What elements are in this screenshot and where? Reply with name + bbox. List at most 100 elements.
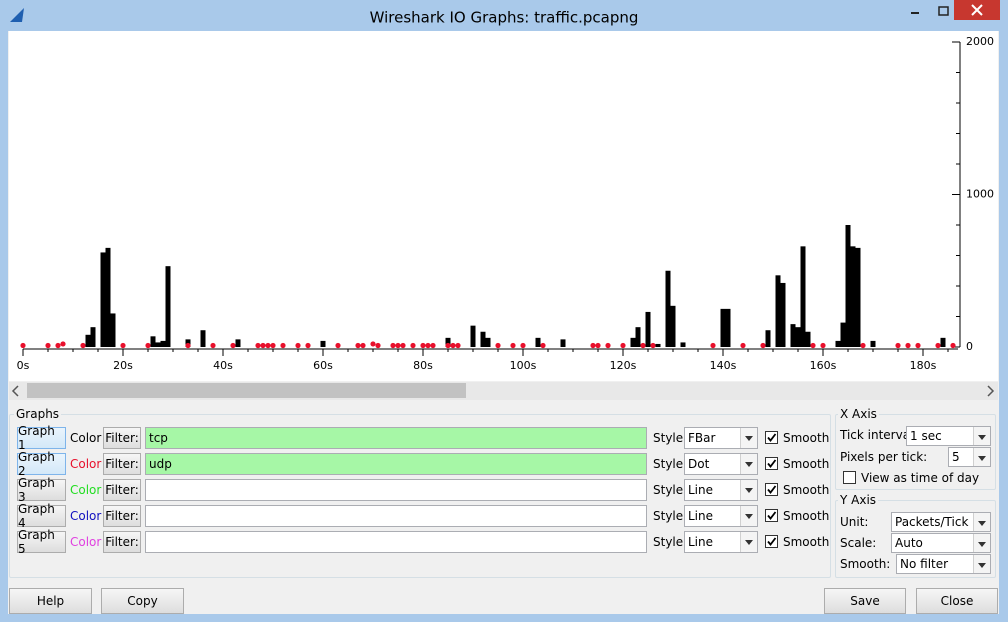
bar — [655, 343, 661, 347]
dot — [450, 342, 456, 349]
bar — [470, 325, 476, 347]
bar — [235, 339, 241, 347]
bar — [940, 337, 946, 347]
dot — [360, 342, 366, 349]
dot — [295, 342, 301, 349]
filter-button[interactable]: Filter: — [103, 505, 141, 527]
tick-interval-value: 1 sec — [910, 429, 942, 443]
style-select[interactable]: FBar — [684, 427, 758, 449]
style-select[interactable]: Dot — [684, 453, 758, 475]
pixels-per-tick-select[interactable]: 5 — [948, 447, 991, 467]
smooth-checkbox[interactable] — [765, 457, 778, 470]
filter-button[interactable]: Filter: — [103, 479, 141, 501]
smooth-checkbox[interactable] — [765, 535, 778, 548]
filter-input[interactable] — [145, 479, 647, 501]
graph-button[interactable]: Graph 2 — [17, 450, 66, 478]
dot — [605, 342, 611, 349]
smooth-checkbox[interactable] — [765, 483, 778, 496]
filter-input[interactable]: udp — [145, 453, 647, 475]
bar — [535, 337, 541, 347]
bar — [85, 334, 91, 347]
bar — [560, 339, 566, 347]
smooth-label: Smooth: — [840, 557, 891, 571]
bar — [780, 282, 786, 347]
color-label: Color — [70, 483, 102, 497]
close-button[interactable]: Close — [916, 588, 998, 614]
check-mark — [767, 459, 777, 468]
scrollbar-thumb[interactable] — [27, 383, 466, 398]
view-time-checkbox[interactable] — [843, 471, 856, 484]
filter-button[interactable]: Filter: — [103, 453, 141, 475]
smooth-label: Smooth — [783, 431, 830, 445]
dot — [45, 342, 51, 349]
bar — [645, 311, 651, 347]
dot — [210, 342, 216, 349]
style-select[interactable]: Line — [684, 505, 758, 527]
style-select[interactable]: Line — [684, 531, 758, 553]
scale-label: Scale: — [840, 536, 877, 550]
dot — [395, 342, 401, 349]
dot — [510, 342, 516, 349]
graph-button[interactable]: Graph 1 — [17, 424, 66, 452]
dot — [335, 342, 341, 349]
smooth-select[interactable]: No filter — [896, 554, 991, 574]
color-label: Color — [70, 535, 102, 549]
dot — [145, 342, 151, 349]
dot — [80, 342, 86, 349]
x-tick-label: 160s — [810, 359, 837, 372]
smooth-checkbox[interactable] — [765, 431, 778, 444]
graphs-title: Graphs — [14, 407, 62, 421]
filter-input[interactable]: tcp — [145, 427, 647, 449]
dot — [950, 342, 956, 349]
copy-button[interactable]: Copy — [101, 588, 184, 614]
graph-button[interactable]: Graph 5 — [17, 528, 66, 556]
bar — [665, 270, 671, 347]
check-mark — [767, 511, 777, 520]
scale-select[interactable]: Auto — [891, 533, 991, 553]
dot — [710, 342, 716, 349]
x-tick-label: 120s — [610, 359, 637, 372]
dot — [620, 342, 626, 349]
plot-bg — [9, 31, 998, 381]
bar — [110, 313, 116, 347]
window-title: Wireshark IO Graphs: traffic.pcapng — [370, 9, 639, 27]
dot — [120, 342, 126, 349]
style-label: Style: — [653, 535, 688, 549]
bar — [105, 247, 111, 347]
filter-button[interactable]: Filter: — [103, 531, 141, 553]
x-tick-label: 0s — [17, 359, 30, 372]
dot — [185, 342, 191, 349]
graph-button[interactable]: Graph 3 — [17, 476, 66, 504]
bar — [800, 246, 806, 347]
dot — [935, 342, 941, 349]
x-tick-label: 80s — [413, 359, 433, 372]
dot — [895, 342, 901, 349]
bar — [150, 336, 156, 347]
unit-select[interactable]: Packets/Tick — [891, 512, 991, 532]
y-axis-title: Y Axis — [838, 493, 879, 507]
title-bar: Wireshark IO Graphs: traffic.pcapng — [0, 0, 1008, 31]
dot — [375, 342, 381, 349]
bar — [90, 327, 96, 347]
dot — [55, 342, 61, 349]
bar — [765, 330, 771, 347]
style-label: Style: — [653, 457, 688, 471]
filter-input[interactable] — [145, 531, 647, 553]
dot — [410, 342, 416, 349]
filter-button[interactable]: Filter: — [103, 427, 141, 449]
dot — [430, 342, 436, 349]
bar — [445, 337, 451, 347]
dot — [255, 342, 261, 349]
tick-interval-select[interactable]: 1 sec — [906, 426, 991, 446]
bar — [100, 252, 106, 347]
filter-input[interactable] — [145, 505, 647, 527]
smooth-checkbox[interactable] — [765, 509, 778, 522]
color-label: Color — [70, 431, 102, 445]
scroll-left[interactable] — [11, 385, 19, 397]
help-button[interactable]: Help — [9, 588, 92, 614]
save-button[interactable]: Save — [824, 588, 906, 614]
graph-button[interactable]: Graph 4 — [17, 502, 66, 530]
scroll-right[interactable] — [987, 385, 995, 397]
style-select[interactable]: Line — [684, 479, 758, 501]
